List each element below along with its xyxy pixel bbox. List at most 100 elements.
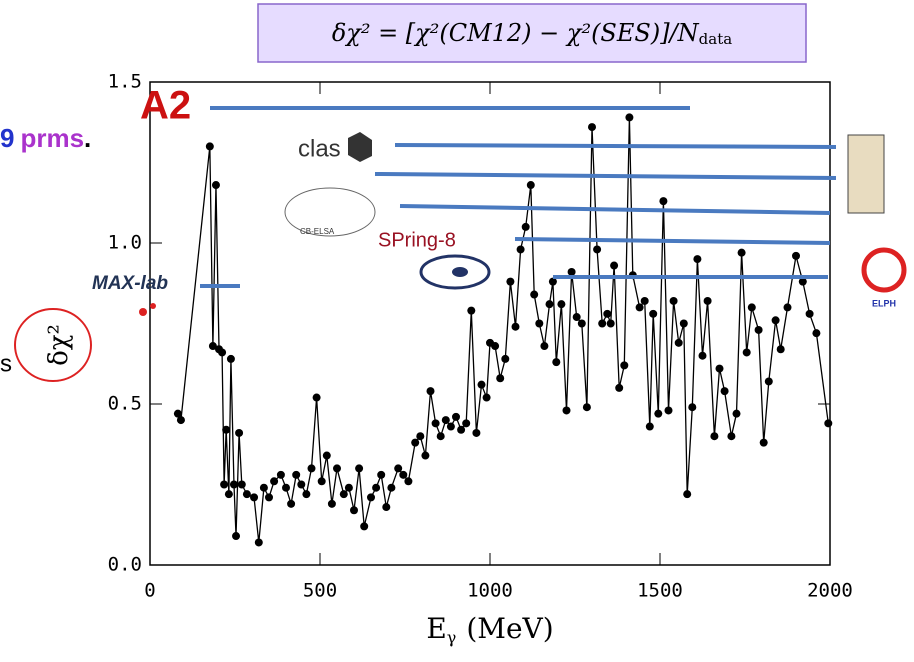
data-point: [350, 506, 358, 515]
data-point: [307, 464, 316, 473]
left-text-word: prms: [20, 123, 84, 153]
data-point: [521, 222, 530, 231]
data-point: [645, 422, 654, 431]
data-point: [588, 123, 596, 132]
data-point: [776, 345, 785, 354]
logo-elph-mark: [861, 247, 907, 293]
data-point: [764, 377, 773, 386]
data-point: [598, 319, 607, 328]
data-point: [270, 477, 279, 486]
data-point: [327, 499, 336, 508]
data-point: [208, 342, 217, 351]
data-point: [635, 303, 644, 312]
data-point: [229, 480, 238, 489]
chart-title: δχ² = [χ²(CM12) − χ²(SES)]/Ndata: [332, 19, 732, 49]
facility-line: [394, 143, 837, 149]
data-point: [783, 303, 792, 312]
data-point: [218, 348, 227, 357]
data-point: [367, 493, 375, 502]
data-point: [572, 313, 581, 322]
logos: A2 clas CB-ELSA SPring-8 MAX-lab ELPH: [92, 84, 907, 316]
data-point: [615, 383, 624, 392]
data-point: [754, 325, 763, 334]
data-point: [530, 290, 539, 299]
data-point: [824, 419, 833, 428]
data-point: [620, 361, 629, 370]
logo-clas-mark: [348, 132, 372, 162]
data-point: [640, 296, 649, 305]
x-label-main: E: [426, 612, 446, 645]
data-point: [720, 387, 729, 396]
logo-a2: A2: [140, 84, 191, 128]
data-point: [593, 245, 602, 254]
facility-line: [374, 172, 837, 180]
left-text-dot: .: [84, 123, 91, 153]
data-point: [254, 538, 263, 547]
data-point: [812, 329, 821, 338]
title-sub: data: [699, 30, 733, 48]
logo-max-dot: [139, 308, 147, 316]
data-point: [426, 387, 435, 396]
data-point: [535, 319, 544, 328]
data-point: [562, 406, 571, 415]
data-point: [526, 181, 535, 190]
data-point: [727, 432, 736, 441]
data-point: [226, 354, 235, 363]
data-point: [545, 300, 554, 309]
logo-max-dot: [150, 303, 156, 309]
data-point: [603, 309, 612, 318]
data-point: [452, 412, 460, 421]
data-point: [211, 181, 220, 190]
left-text-num: 9: [0, 123, 14, 153]
data-point: [235, 428, 244, 437]
data-point: [805, 309, 814, 318]
data-point: [742, 348, 751, 357]
x-label-sub: γ: [447, 628, 457, 647]
logo-elph: ELPH: [872, 298, 896, 308]
data-point: [491, 342, 500, 351]
facility-line: [399, 204, 831, 215]
title-main: δχ² = [χ²(CM12) − χ²(SES)]/N: [332, 19, 700, 47]
data-point: [339, 490, 348, 499]
logo-cb-elsa: CB-ELSA: [300, 227, 335, 236]
data-point: [540, 342, 549, 351]
left-text: 9 prms.: [0, 123, 91, 153]
data-point: [394, 464, 403, 473]
data-point: [679, 319, 688, 328]
data-point: [404, 477, 413, 486]
data-point: [462, 419, 471, 428]
x-tick-label: 1000: [467, 580, 513, 602]
logo-spring8-dot: [452, 267, 468, 277]
data-point: [557, 300, 566, 309]
data-point: [625, 113, 634, 122]
data-point: [292, 470, 301, 479]
data-point: [259, 483, 268, 492]
data-point: [355, 464, 364, 473]
data-point: [297, 480, 306, 489]
data-point: [312, 393, 321, 402]
logo-card: [847, 134, 885, 214]
data-point: [382, 503, 391, 512]
logo-cb-mark: [284, 187, 376, 237]
data-point: [693, 255, 702, 264]
data-point: [377, 470, 386, 479]
data-point: [416, 432, 425, 441]
data-point: [457, 425, 466, 434]
left-fragment: s: [0, 350, 12, 377]
data-point: [265, 493, 273, 502]
data-point: [698, 351, 707, 360]
plot-frame: [149, 81, 831, 566]
data-point: [577, 319, 586, 328]
logo-max-lab: MAX-lab: [92, 273, 168, 294]
data-point: [664, 406, 673, 415]
y-tick-label: 0.0: [108, 554, 142, 576]
x-tick-label: 0: [144, 580, 155, 602]
data-point: [683, 490, 692, 499]
data-point: [232, 532, 241, 541]
data-point: [467, 306, 476, 315]
data-point: [477, 380, 486, 389]
data-point: [411, 438, 420, 447]
data-point: [472, 428, 481, 437]
data-point: [792, 251, 800, 260]
